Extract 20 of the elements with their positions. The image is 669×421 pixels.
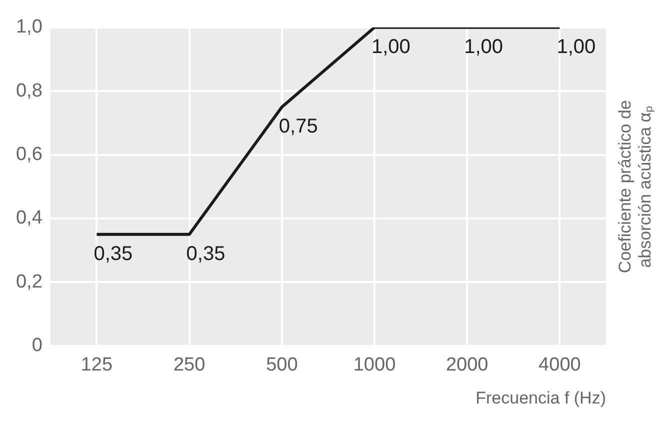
data-label: 1,00 (372, 36, 410, 58)
data-label: 1,00 (556, 36, 596, 58)
data-label: 0,75 (278, 116, 318, 138)
x-tick-label: 250 (173, 354, 206, 376)
y-tick-label: 0 (32, 335, 42, 356)
x-tick-label: 125 (80, 354, 113, 376)
y-axis-title: Coeficiente práctico de absorción acústica αₚ (616, 100, 656, 274)
y-tick-label: 1,0 (16, 16, 42, 38)
x-tick-label: 500 (266, 354, 298, 376)
y-tick-label: 0,4 (16, 208, 43, 229)
x-axis-title: Frecuencia f (Hz) (476, 388, 606, 408)
x-tick-label: 2000 (446, 354, 488, 376)
x-tick-label: 4000 (538, 354, 581, 376)
y-tick-label: 0,8 (16, 80, 42, 102)
y-tick-label: 0,2 (16, 271, 42, 292)
data-label: 0,35 (94, 242, 133, 265)
data-label: 1,00 (464, 36, 504, 58)
x-tick-label: 1000 (353, 354, 396, 376)
y-tick-label: 0,6 (16, 144, 42, 165)
data-label: 0,35 (186, 242, 226, 265)
